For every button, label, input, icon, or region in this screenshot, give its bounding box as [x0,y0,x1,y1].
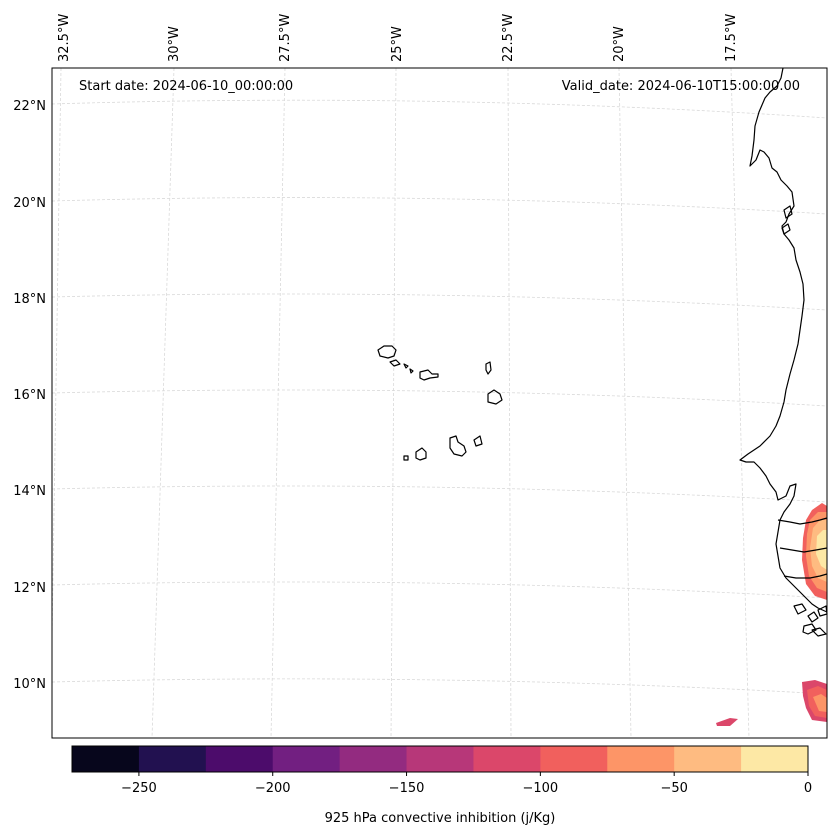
colorbar-tick-label-2: −150 [389,781,425,796]
lon-label-25w: 25°W [390,26,405,62]
colorbar-bin-4 [339,746,408,772]
island-sal [485,361,492,375]
colorbar-bin-2 [205,746,274,772]
map-frame [51,67,828,739]
colorbar-ticks: −250 −200 −150 −100 −50 0 [121,772,812,796]
colorbar-bin-9 [674,746,742,772]
cin-region-gambia-core [816,530,827,570]
parallel-12n [51,581,828,599]
island-fogo [415,447,427,461]
border-gambia-north [777,517,828,525]
coastlines [377,67,828,637]
lon-label-32-5w: 32.5°W [57,14,72,62]
lat-label-20n: 20°N [13,196,46,211]
graticule [51,67,828,739]
colorbar-bin-8 [607,746,675,772]
lon-label-22-5w: 22.5°W [501,14,516,62]
lat-label-22n: 22°N [13,99,46,114]
island-raso [409,368,414,374]
lat-label-10n: 10°N [13,677,46,692]
colorbar-bin-7 [540,746,608,772]
meridian-22-5w [507,67,512,739]
latitude-labels: 22°N 20°N 18°N 16°N 14°N 12°N 10°N [13,99,46,692]
island-sao-nicolau [419,369,439,381]
lat-label-12n: 12°N [13,581,46,596]
cin-region-small-patch [716,718,738,726]
meridian-27-5w [270,67,286,739]
colorbar-bin-5 [406,746,474,772]
colorbar-tick-label-1: −200 [255,781,291,796]
colorbar-bin-6 [473,746,541,772]
parallel-16n [51,389,828,407]
map-background [52,68,827,738]
meridian-25w [390,67,397,739]
colorbar-frame [71,745,809,773]
parallel-22n [51,99,828,119]
island-bijagos-2 [807,611,819,623]
meridian-17-5w [730,67,750,739]
colorbar-bin-10 [741,746,809,772]
lat-label-16n: 16°N [13,388,46,403]
island-boa-vista [487,389,503,405]
longitude-labels: 32.5°W 30°W 27.5°W 25°W 22.5°W 20°W 17.5… [57,14,739,62]
island-santa-luzia [403,363,409,369]
border-gambia-south [779,547,828,553]
island-bijagos-4 [811,627,827,637]
lon-label-27-5w: 27.5°W [278,14,293,62]
parallel-14n [51,485,828,503]
colorbar-bin-3 [272,746,341,772]
island-arguin-2 [781,223,791,235]
island-bijagos-3 [802,623,817,635]
colorbar-tick-label-3: −100 [523,781,559,796]
island-bijagos-1 [793,603,807,615]
colorbar-title: 925 hPa convective inhibition (j/Kg) [325,811,556,826]
island-maio [473,435,483,447]
lat-label-18n: 18°N [13,292,46,307]
border-casamance [783,573,828,579]
meridian-32-5w [51,67,62,641]
island-sao-vicente [389,359,401,367]
meridian-20w [618,67,632,739]
parallel-20n [51,197,828,215]
meridian-30w [151,67,175,739]
island-arguin-1 [783,205,793,219]
lon-label-20w: 20°W [612,26,627,62]
colorbar-bin-1 [138,746,207,772]
colorbar-tick-label-5: 0 [804,781,812,796]
island-santo-antao [377,345,397,359]
island-brava [403,455,409,461]
cin-region-guinea-inner [813,694,827,712]
lon-label-17-5w: 17.5°W [724,14,739,62]
lat-label-14n: 14°N [13,484,46,499]
colorbar-bin-0 [72,746,140,772]
valid-date-label: Valid_date: 2024-06-10T15:00:00.00 [562,79,800,94]
lon-label-30w: 30°W [167,26,182,62]
parallel-18n [51,293,828,311]
island-santiago [449,435,467,457]
africa-coastline [739,67,828,613]
colorbar-tick-label-4: −50 [660,781,687,796]
start-date-label: Start date: 2024-06-10_00:00:00 [79,79,293,94]
colorbar-tick-label-0: −250 [121,781,157,796]
parallel-10n [51,678,828,695]
colorbar [72,746,809,772]
